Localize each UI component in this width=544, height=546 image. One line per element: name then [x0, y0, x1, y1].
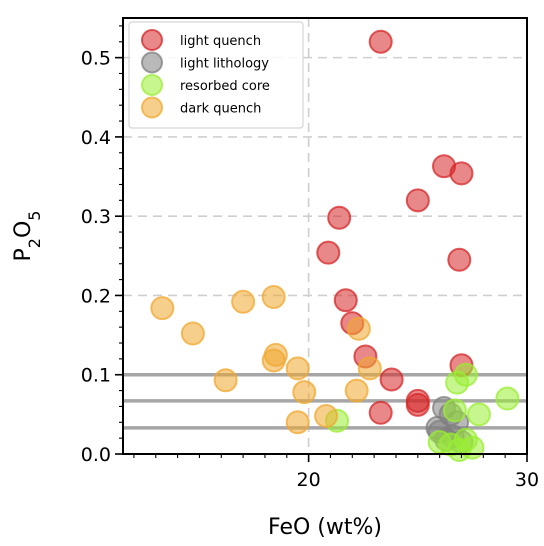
- data-point: [333, 288, 358, 313]
- y-tick-label: 0.2: [81, 285, 111, 307]
- y-tick-label: 0.1: [81, 365, 111, 387]
- data-point: [231, 289, 256, 314]
- x-tick-label: 30: [515, 469, 539, 491]
- data-point: [447, 247, 472, 272]
- data-point: [405, 392, 430, 417]
- data-point: [449, 161, 474, 186]
- legend: light quench light lithology resorbed core…: [128, 21, 304, 129]
- data-point: [316, 240, 341, 265]
- data-point: [442, 398, 467, 423]
- data-point: [327, 205, 352, 230]
- data-point: [292, 380, 317, 405]
- data-point: [344, 378, 369, 403]
- data-point: [447, 438, 472, 463]
- data-point: [405, 188, 430, 213]
- data-point: [346, 316, 371, 341]
- x-tick-label: 20: [297, 469, 321, 491]
- data-point: [150, 296, 175, 321]
- data-point: [357, 356, 382, 381]
- data-points: [150, 29, 520, 463]
- legend-frame: [128, 21, 304, 129]
- legend-label: resorbed core: [180, 79, 270, 94]
- legend-marker: [141, 74, 163, 96]
- data-point: [285, 410, 310, 435]
- y-tick-label: 0.3: [81, 206, 111, 228]
- data-point: [285, 356, 310, 381]
- data-point: [213, 368, 238, 393]
- x-axis-label: FeO (wt%): [268, 515, 382, 540]
- legend-label: light lithology: [180, 57, 269, 72]
- data-point: [368, 400, 393, 425]
- y-tick-label: 0.5: [81, 48, 111, 70]
- legend-marker: [141, 96, 163, 119]
- data-point: [368, 29, 393, 54]
- y-axis-label: P2O5: [11, 211, 44, 262]
- legend-label: dark quench: [180, 102, 261, 117]
- data-point: [466, 402, 491, 427]
- axis-ticks: 0.0 0.1 0.2 0.3 0.4 0.5 20 30: [81, 25, 539, 491]
- plot-frame: [122, 17, 528, 455]
- data-point: [314, 403, 339, 428]
- y-tick-label: 0.4: [81, 127, 111, 149]
- legend-marker: [141, 51, 163, 74]
- data-point: [445, 370, 470, 395]
- data-point: [261, 348, 286, 373]
- data-point: [379, 367, 404, 392]
- legend-marker: [141, 29, 163, 51]
- data-point: [180, 321, 205, 346]
- data-point: [495, 386, 520, 411]
- data-point: [261, 285, 286, 310]
- legend-label: light quench: [180, 34, 261, 49]
- y-tick-label: 0.0: [81, 444, 111, 466]
